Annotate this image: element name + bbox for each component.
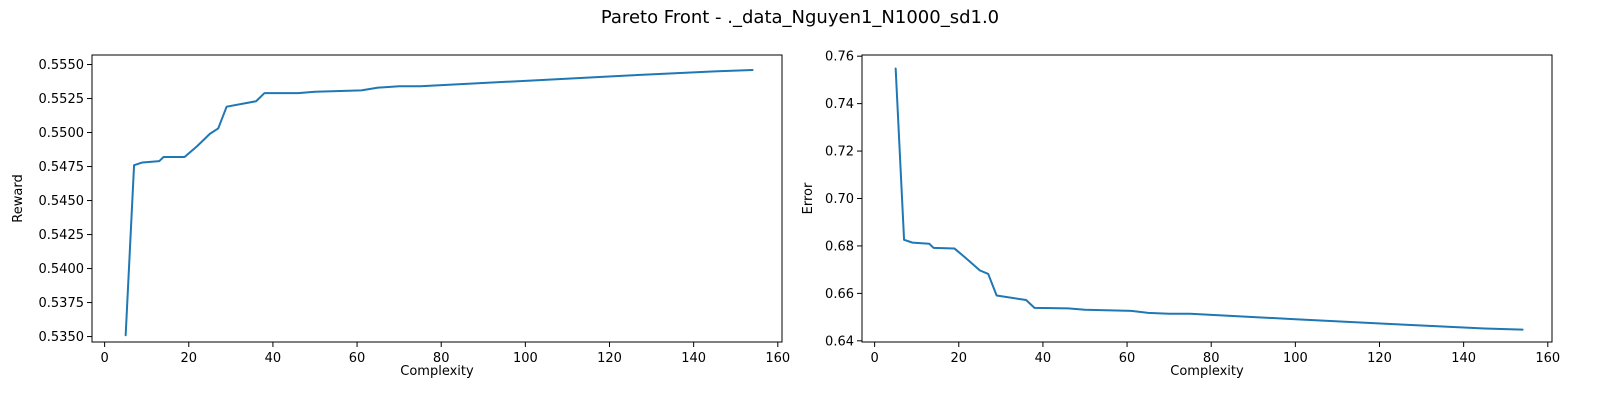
figure-suptitle: Pareto Front - ._data_Nguyen1_N1000_sd1.… [601, 7, 999, 28]
reward-y-axis-label: Reward [11, 174, 26, 222]
error-x-tick-label: 140 [1451, 351, 1476, 366]
reward-y-tick-label: 0.5525 [39, 92, 85, 107]
reward-y-tick-label: 0.5400 [39, 262, 85, 277]
error-y-tick-label: 0.76 [825, 50, 854, 65]
error-y-tick-label: 0.66 [825, 287, 854, 302]
error-y-tick-label: 0.74 [825, 97, 854, 112]
error-x-tick-label: 100 [1283, 351, 1308, 366]
reward-y-tick-label: 0.5475 [39, 160, 85, 175]
reward-x-tick-label: 80 [433, 351, 450, 366]
error-x-tick-label: 120 [1367, 351, 1392, 366]
reward-y-tick-label: 0.5550 [39, 58, 85, 73]
error-x-tick-label: 160 [1535, 351, 1560, 366]
error-series-line [894, 67, 1524, 331]
error-x-tick-label: 80 [1203, 351, 1220, 366]
error-x-tick-label: 20 [950, 351, 967, 366]
reward-y-tick-label: 0.5375 [39, 296, 85, 311]
reward-axes-frame [91, 54, 783, 343]
error-x-tick-label: 60 [1119, 351, 1136, 366]
reward-x-tick-label: 0 [100, 351, 108, 366]
reward-x-tick-label: 60 [349, 351, 366, 366]
error-y-axis-label: Error [801, 182, 816, 214]
reward-y-tick-label: 0.5350 [39, 330, 85, 345]
error-x-tick-label: 0 [870, 351, 878, 366]
error-y-tick-label: 0.70 [825, 192, 854, 207]
reward-x-tick-label: 100 [513, 351, 538, 366]
error-y-tick-label: 0.72 [825, 145, 854, 160]
reward-series-line [124, 68, 754, 337]
reward-y-tick-label: 0.5425 [39, 228, 85, 243]
reward-x-tick-label: 140 [681, 351, 706, 366]
reward-y-tick-label: 0.5450 [39, 194, 85, 209]
reward-y-tick-label: 0.5500 [39, 126, 85, 141]
reward-x-tick-label: 40 [265, 351, 282, 366]
reward-x-tick-label: 20 [180, 351, 197, 366]
reward-x-tick-label: 160 [765, 351, 790, 366]
error-x-axis-label: Complexity [1170, 364, 1244, 379]
error-x-tick-label: 40 [1035, 351, 1052, 366]
reward-x-axis-label: Complexity [400, 364, 474, 379]
reward-x-tick-label: 120 [597, 351, 622, 366]
error-chart: 0 20 40 60 80 100 120 140 160 0.64 0.66 0.68 0.70 0.7… [801, 50, 1560, 379]
reward-chart: 0 20 40 60 80 100 120 140 160 0.5350 0.5375 0.5400 0… [11, 54, 790, 379]
error-y-tick-label: 0.64 [825, 334, 854, 349]
error-y-tick-label: 0.68 [825, 239, 854, 254]
